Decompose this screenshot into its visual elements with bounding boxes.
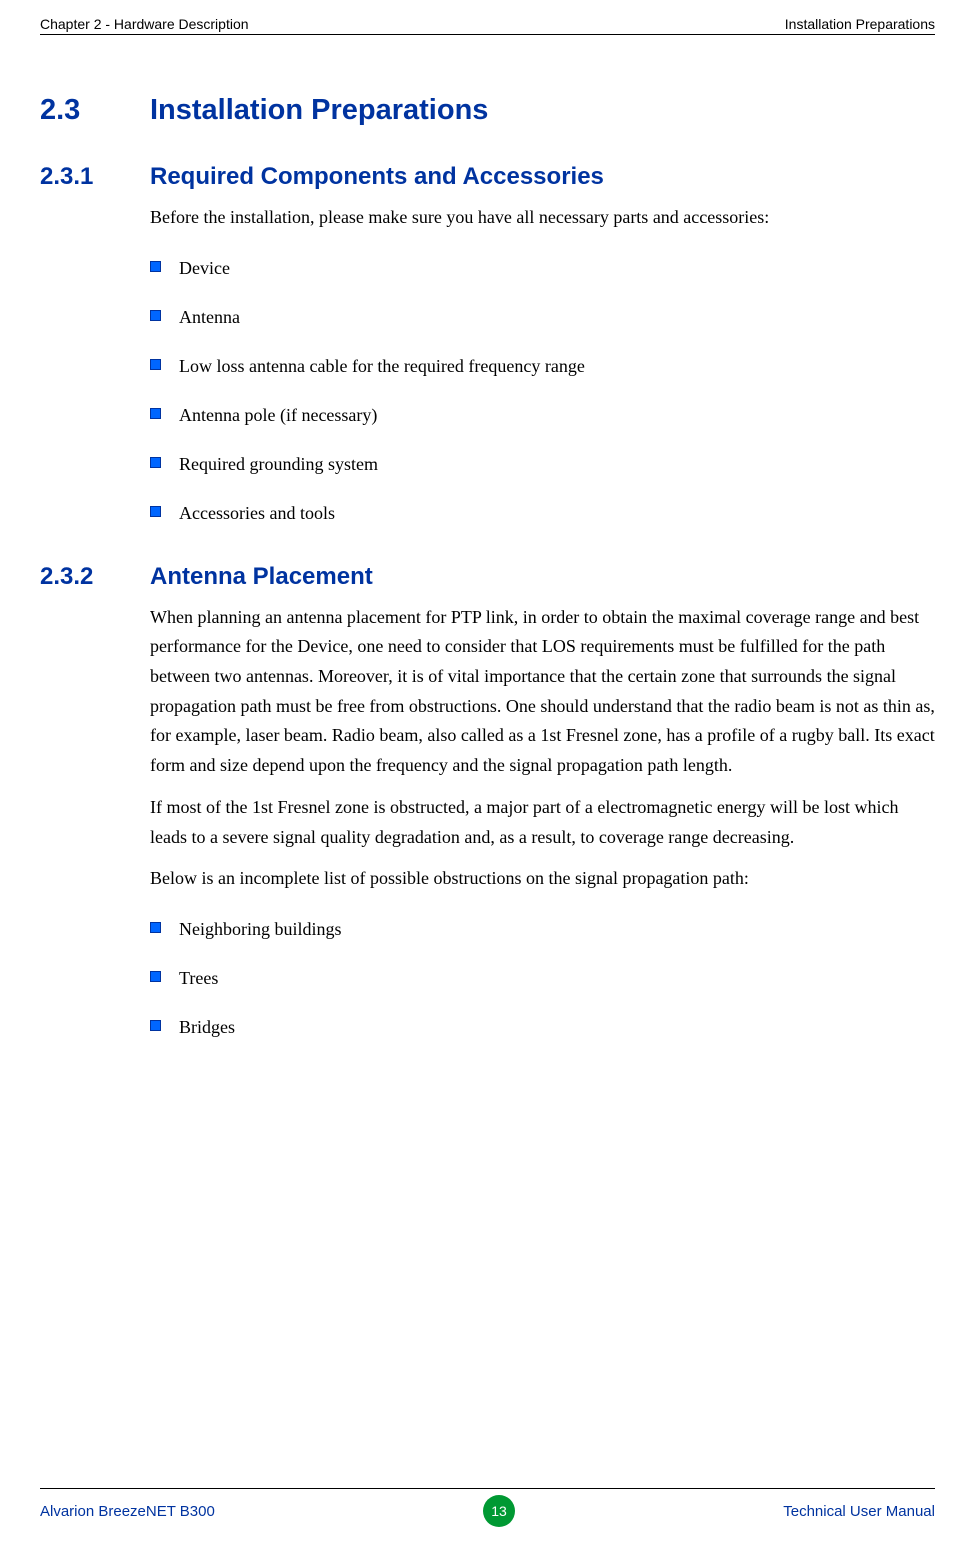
body-paragraph: If most of the 1st Fresnel zone is obstr… — [150, 793, 935, 852]
bullet-icon — [150, 922, 161, 933]
list-item: Antenna pole (if necessary) — [150, 402, 935, 429]
list-item-label: Antenna pole (if necessary) — [179, 402, 377, 429]
page-number-wrap: 13 — [479, 1495, 519, 1527]
list-item-label: Neighboring buildings — [179, 916, 342, 943]
bullet-icon — [150, 506, 161, 517]
list-item: Neighboring buildings — [150, 916, 935, 943]
list-item-label: Trees — [179, 965, 218, 992]
page-content: 2.3 Installation Preparations 2.3.1 Requ… — [40, 70, 935, 1047]
body-paragraph: Below is an incomplete list of possible … — [150, 864, 935, 894]
subsection-number: 2.3.2 — [40, 563, 150, 591]
bullet-icon — [150, 359, 161, 370]
intro-paragraph: Before the installation, please make sur… — [150, 203, 935, 233]
list-item-label: Antenna — [179, 304, 240, 331]
subsection-title: Required Components and Accessories — [150, 163, 604, 191]
list-item: Antenna — [150, 304, 935, 331]
list-item-label: Bridges — [179, 1014, 235, 1041]
bullet-icon — [150, 971, 161, 982]
running-header: Chapter 2 - Hardware Description Install… — [40, 16, 935, 35]
list-item-label: Required grounding system — [179, 451, 378, 478]
bullet-icon — [150, 457, 161, 468]
running-footer: Alvarion BreezeNET B300 13 Technical Use… — [40, 1488, 935, 1527]
header-right: Installation Preparations — [785, 16, 935, 32]
subsection-title: Antenna Placement — [150, 563, 373, 591]
footer-doc-title: Technical User Manual — [783, 1503, 935, 1520]
section-heading: 2.3 Installation Preparations — [40, 94, 935, 127]
section-title: Installation Preparations — [150, 94, 488, 127]
list-item: Low loss antenna cable for the required … — [150, 353, 935, 380]
subsection-heading: 2.3.1 Required Components and Accessorie… — [40, 163, 935, 191]
body-paragraph: When planning an antenna placement for P… — [150, 603, 935, 781]
section-number: 2.3 — [40, 94, 150, 127]
list-item: Required grounding system — [150, 451, 935, 478]
header-left: Chapter 2 - Hardware Description — [40, 16, 249, 32]
list-item-label: Accessories and tools — [179, 500, 335, 527]
bullet-icon — [150, 408, 161, 419]
list-item: Bridges — [150, 1014, 935, 1041]
subsection-heading: 2.3.2 Antenna Placement — [40, 563, 935, 591]
page-number: 13 — [491, 1503, 507, 1519]
bullet-icon — [150, 1020, 161, 1031]
list-item: Trees — [150, 965, 935, 992]
bullet-icon — [150, 310, 161, 321]
page-number-badge: 13 — [483, 1495, 515, 1527]
bullet-icon — [150, 261, 161, 272]
list-item-label: Low loss antenna cable for the required … — [179, 353, 585, 380]
footer-product: Alvarion BreezeNET B300 — [40, 1503, 215, 1520]
list-item: Device — [150, 255, 935, 282]
subsection-number: 2.3.1 — [40, 163, 150, 191]
list-item-label: Device — [179, 255, 230, 282]
list-item: Accessories and tools — [150, 500, 935, 527]
